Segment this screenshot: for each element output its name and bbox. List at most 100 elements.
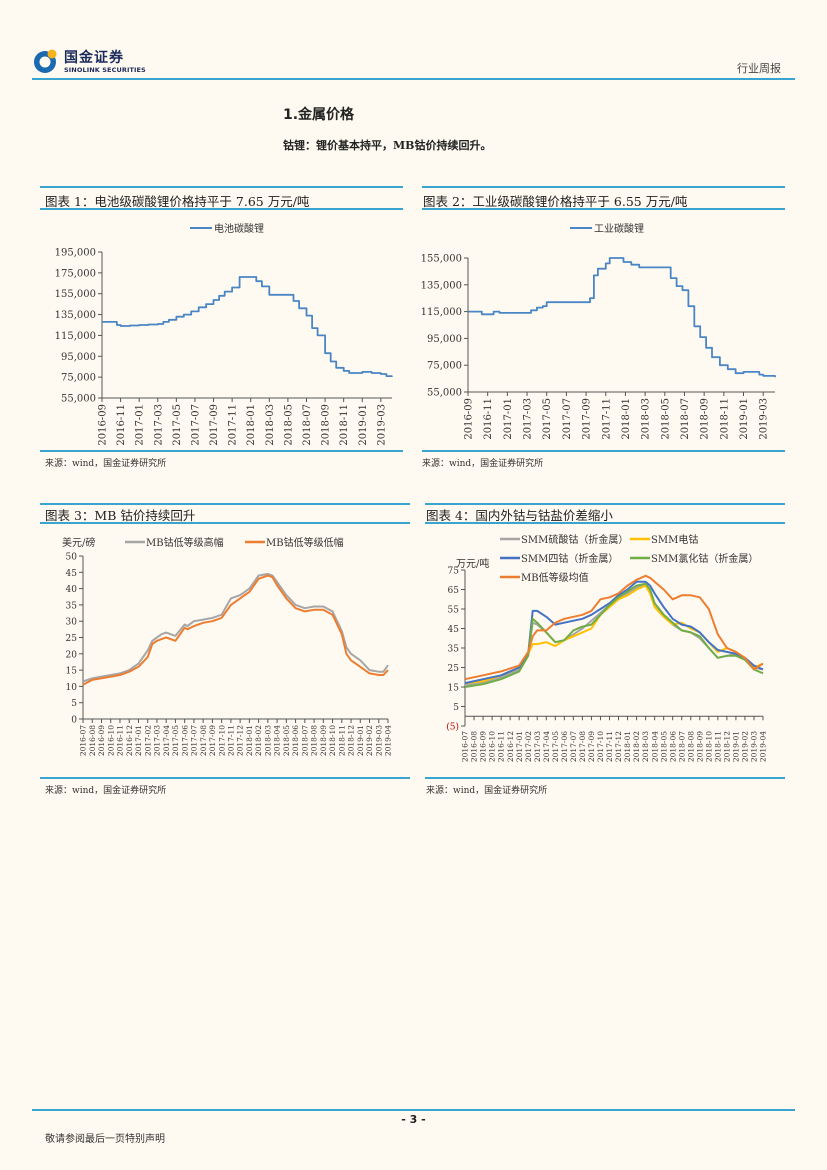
x-tick-label: 2016-11 bbox=[497, 731, 506, 762]
legend-label: MB低等级均值 bbox=[521, 571, 589, 584]
figure-4-source: 来源：wind，国金证券研究所 bbox=[426, 786, 548, 796]
report-type: 行业周报 bbox=[737, 62, 781, 75]
figure-1-source: 来源：wind，国金证券研究所 bbox=[45, 459, 167, 469]
x-tick-label: 2018-03 bbox=[265, 404, 276, 446]
figure-4-title: 图表 4：国内外钴与钴盐价差缩小 bbox=[426, 508, 613, 523]
x-tick-label: 2018-08 bbox=[310, 725, 319, 756]
y-tick-label: 55 bbox=[448, 606, 460, 616]
x-tick-label: 2017-05 bbox=[171, 725, 180, 756]
x-tick-label: 2018-11 bbox=[713, 731, 722, 762]
y-tick-label: 95,000 bbox=[61, 352, 96, 363]
figure-2-bottom-rule bbox=[422, 450, 785, 452]
x-tick-label: 2019-03 bbox=[376, 404, 387, 446]
y-tick-label: 15 bbox=[448, 684, 460, 694]
x-tick-label: 2018-12 bbox=[347, 725, 356, 756]
series-line-3 bbox=[464, 580, 764, 685]
x-tick-label: 2017-11 bbox=[228, 404, 239, 446]
x-tick-label: 2019-01 bbox=[739, 398, 750, 440]
series-line-5 bbox=[464, 574, 764, 681]
x-tick-label: 2017-12 bbox=[236, 725, 245, 756]
y-tick-label: 155,000 bbox=[421, 254, 462, 265]
x-tick-label: 2019-04 bbox=[384, 725, 393, 756]
x-tick-label: 2017-02 bbox=[143, 725, 152, 756]
disclaimer: 敬请参阅最后一页特别声明 bbox=[45, 1134, 165, 1145]
x-tick-label: 2019-02 bbox=[741, 731, 750, 762]
x-tick-label: 2017-05 bbox=[172, 404, 183, 446]
x-tick-label: 2018-11 bbox=[339, 404, 350, 446]
footer-rule bbox=[32, 1109, 795, 1111]
x-tick-label: 2018-10 bbox=[704, 731, 713, 762]
x-tick-label: 2018-03 bbox=[641, 731, 650, 762]
x-tick-label: 2018-11 bbox=[719, 398, 730, 440]
x-tick-label: 2016-08 bbox=[88, 725, 97, 756]
x-tick-label: 2018-07 bbox=[302, 404, 313, 446]
y-tick-label: 0 bbox=[71, 716, 77, 726]
x-tick-label: 2017-01 bbox=[515, 731, 524, 762]
x-tick-label: 2018-02 bbox=[632, 731, 641, 762]
y-tick-label: 175,000 bbox=[55, 268, 96, 279]
y-tick-label: 5 bbox=[453, 703, 459, 713]
series-line-2 bbox=[82, 574, 389, 686]
x-tick-label: 2019-04 bbox=[759, 731, 768, 762]
x-tick-label: 2018-07 bbox=[300, 725, 309, 756]
x-tick-label: 2017-09 bbox=[587, 731, 596, 762]
x-tick-label: 2017-02 bbox=[524, 731, 533, 762]
x-tick-label: 2016-07 bbox=[79, 725, 88, 756]
y-tick-label: 40 bbox=[66, 585, 78, 595]
x-tick-label: 2017-11 bbox=[227, 725, 236, 756]
x-tick-label: 2017-08 bbox=[199, 725, 208, 756]
y-tick-label: 65 bbox=[448, 586, 460, 596]
series-line-1 bbox=[102, 276, 393, 377]
x-tick-label: 2018-03 bbox=[263, 725, 272, 756]
x-tick-label: 2017-09 bbox=[208, 725, 217, 756]
x-tick-label: 2018-01 bbox=[621, 398, 632, 440]
figure-2-top-rule bbox=[422, 186, 785, 188]
x-tick-label: 2017-03 bbox=[153, 725, 162, 756]
x-tick-label: 2017-01 bbox=[134, 725, 143, 756]
x-tick-label: 2017-09 bbox=[582, 398, 593, 440]
legend-label: SMM四钴（折金属） bbox=[521, 552, 618, 565]
x-tick-label: 2017-03 bbox=[153, 404, 164, 446]
y-tick-label: (5) bbox=[446, 722, 459, 733]
y-tick-label: 55,000 bbox=[427, 388, 462, 399]
x-tick-label: 2018-04 bbox=[650, 731, 659, 762]
figure-1-top-rule bbox=[40, 186, 403, 188]
x-tick-label: 2017-01 bbox=[503, 398, 514, 440]
page-number: - 3 - bbox=[401, 1113, 426, 1126]
x-tick-label: 2018-09 bbox=[319, 725, 328, 756]
x-tick-label: 2019-03 bbox=[759, 398, 770, 440]
y-tick-label: 45 bbox=[66, 569, 78, 579]
figure-3-chart: 0 5 10 15 20 25 30 35 40 45 50 2016-07 2016-08 2016-0… bbox=[40, 528, 410, 773]
x-tick-label: 2016-11 bbox=[483, 398, 494, 440]
x-tick-label: 2017-09 bbox=[209, 404, 220, 446]
y-tick-label: 135,000 bbox=[55, 310, 96, 321]
x-tick-label: 2018-04 bbox=[273, 725, 282, 756]
x-tick-label: 2017-05 bbox=[551, 731, 560, 762]
y-tick-label: 25 bbox=[448, 664, 460, 674]
x-tick-label: 2017-11 bbox=[605, 731, 614, 762]
y-tick-label: 15 bbox=[66, 667, 78, 677]
y-tick-label: 10 bbox=[66, 683, 78, 693]
x-tick-label: 2016-09 bbox=[479, 731, 488, 762]
y-tick-label: 115,000 bbox=[55, 331, 96, 342]
x-tick-label: 2017-06 bbox=[560, 731, 569, 762]
figure-3-top-rule bbox=[40, 503, 410, 505]
x-tick-label: 2018-09 bbox=[695, 731, 704, 762]
x-tick-label: 2019-03 bbox=[374, 725, 383, 756]
series-line-4 bbox=[464, 582, 764, 688]
x-tick-label: 2018-08 bbox=[686, 731, 695, 762]
figure-3-title: 图表 3：MB 钴价持续回升 bbox=[45, 508, 196, 523]
x-tick-label: 2016-10 bbox=[106, 725, 115, 756]
figure-2-title: 图表 2：工业级碳酸锂价格持平于 6.55 万元/吨 bbox=[423, 194, 688, 209]
figure-2-source: 来源：wind，国金证券研究所 bbox=[422, 459, 544, 469]
y-tick-label: 75,000 bbox=[61, 373, 96, 384]
y-tick-label: 95,000 bbox=[427, 334, 462, 345]
series-line-1 bbox=[468, 257, 776, 378]
x-tick-label: 2016-11 bbox=[116, 404, 127, 446]
legend-label: SMM电钴 bbox=[651, 533, 698, 546]
figure-1-title: 图表 1：电池级碳酸锂价格持平于 7.65 万元/吨 bbox=[45, 194, 310, 209]
x-tick-label: 2017-12 bbox=[614, 731, 623, 762]
y-tick-label: 75,000 bbox=[427, 361, 462, 372]
y-tick-label: 35 bbox=[66, 601, 78, 611]
